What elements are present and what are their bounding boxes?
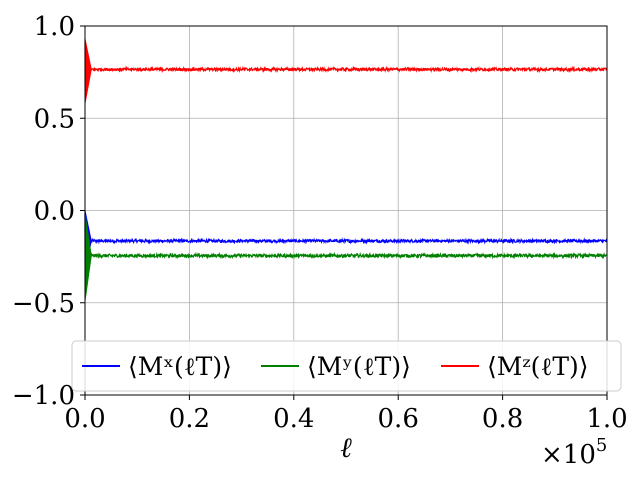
x-tick-label-4: 0.8: [482, 404, 523, 434]
x-multiplier-base: ×10: [541, 440, 596, 470]
series-line-0: [84, 210, 608, 273]
series-lines: [84, 38, 608, 301]
x-tick-label-0: 0.0: [64, 404, 105, 434]
x-axis-label: ℓ: [340, 431, 352, 464]
legend-box: [71, 340, 622, 392]
x-tick-label-2: 0.4: [273, 404, 314, 434]
legend: ⟨Mˣ(ℓT)⟩ ⟨Mʸ(ℓT)⟩ ⟨Mᶻ(ℓT)⟩: [71, 340, 622, 392]
y-ticks: −1.0 −0.5 0.0 0.5 1.0: [12, 12, 85, 411]
x-multiplier-exponent: 5: [596, 435, 607, 456]
x-ticks: 0.0 0.2 0.4 0.6 0.8 1.0: [64, 395, 628, 434]
legend-label-1: ⟨Mʸ(ℓT)⟩: [307, 352, 411, 381]
x-axis-multiplier: ×105: [541, 435, 607, 470]
x-tick-label-5: 1.0: [586, 404, 627, 434]
legend-label-2: ⟨Mᶻ(ℓT)⟩: [487, 352, 589, 381]
x-tick-label-3: 0.6: [378, 404, 419, 434]
legend-label-0: ⟨Mˣ(ℓT)⟩: [128, 352, 232, 381]
y-tick-label-0: −1.0: [12, 381, 75, 411]
x-tick-label-1: 0.2: [169, 404, 210, 434]
series-line-2: [84, 38, 608, 103]
y-tick-label-2: 0.0: [34, 197, 75, 227]
y-tick-label-3: 0.5: [34, 104, 75, 134]
y-tick-label-1: −0.5: [12, 289, 75, 319]
y-tick-label-4: 1.0: [34, 12, 75, 42]
grid: [84, 25, 608, 396]
series-line-1: [84, 214, 608, 301]
